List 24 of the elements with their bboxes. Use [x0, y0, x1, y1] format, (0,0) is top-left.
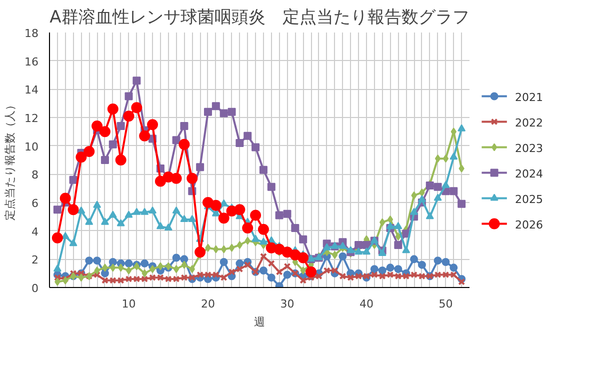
legend-label: 2026	[515, 218, 543, 232]
y-tick-label: 6	[32, 197, 38, 210]
y-tick-label: 18	[24, 27, 39, 40]
y-tick-label: 12	[24, 112, 39, 125]
legend-label: 2022	[515, 116, 543, 130]
y-tick-label: 0	[32, 282, 38, 295]
legend-label: 2024	[515, 167, 543, 180]
x-tick-label: 50	[438, 298, 453, 310]
legend-label: 2021	[515, 90, 543, 104]
x-axis-title: 週	[254, 316, 265, 328]
x-tick-label: 10	[122, 298, 136, 310]
y-tick-label: 10	[24, 140, 39, 154]
x-tick-label: 30	[280, 298, 294, 310]
chart-title: A群溶血性レンサ球菌咽頭炎 定点当たり報告数グラフ	[50, 8, 470, 28]
y-tick-label: 14	[24, 84, 39, 97]
x-tick-label: 20	[200, 298, 215, 310]
y-tick-label: 4	[32, 225, 38, 238]
y-tick-label: 16	[24, 55, 39, 68]
y-axis-title: 定点当たり報告数（人）	[4, 100, 17, 220]
y-tick-label: 8	[32, 168, 38, 182]
x-tick-label: 40	[359, 298, 374, 310]
y-tick-label: 2	[32, 254, 38, 267]
legend-label: 2025	[515, 192, 543, 206]
legend-label: 2023	[515, 142, 543, 155]
